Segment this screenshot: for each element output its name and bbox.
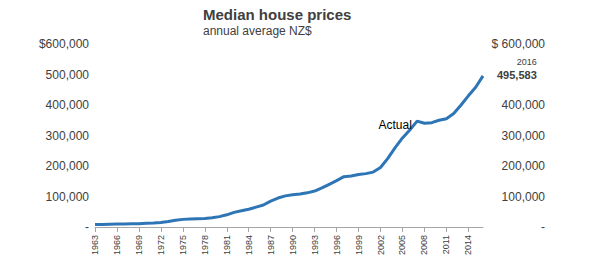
svg-text:Actual: Actual (378, 118, 411, 132)
svg-text:1972: 1972 (156, 235, 166, 255)
svg-text:300,000: 300,000 (46, 129, 90, 143)
svg-text:1987: 1987 (266, 235, 276, 255)
svg-text:1978: 1978 (200, 235, 210, 255)
svg-text:2011: 2011 (441, 235, 451, 254)
svg-text:200,000: 200,000 (46, 159, 90, 173)
svg-text:1999: 1999 (354, 235, 364, 255)
svg-text:1990: 1990 (288, 235, 298, 255)
svg-text:400,000: 400,000 (46, 98, 90, 112)
svg-text:200,000: 200,000 (502, 159, 546, 173)
svg-text:1963: 1963 (90, 235, 100, 255)
svg-text:500,000: 500,000 (46, 68, 90, 82)
svg-text:2002: 2002 (376, 235, 386, 255)
svg-text:1984: 1984 (244, 235, 254, 255)
svg-text:100,000: 100,000 (46, 190, 90, 204)
svg-text:300,000: 300,000 (502, 129, 546, 143)
svg-text:1966: 1966 (112, 235, 122, 255)
svg-text:1981: 1981 (222, 235, 232, 255)
svg-text:400,000: 400,000 (502, 98, 546, 112)
svg-text:2005: 2005 (397, 235, 407, 255)
svg-text:-: - (541, 220, 545, 234)
svg-text:annual average NZ$: annual average NZ$ (203, 24, 312, 38)
svg-text:$600,000: $600,000 (39, 37, 89, 51)
svg-text:Median house prices: Median house prices (203, 6, 351, 23)
svg-text:1996: 1996 (332, 235, 342, 255)
svg-text:100,000: 100,000 (502, 190, 546, 204)
svg-text:2016: 2016 (517, 57, 537, 67)
svg-text:-: - (85, 220, 89, 234)
svg-text:1975: 1975 (178, 235, 188, 255)
svg-text:1993: 1993 (310, 235, 320, 255)
svg-text:2008: 2008 (419, 235, 429, 255)
svg-text:495,583: 495,583 (497, 69, 537, 81)
svg-text:2014: 2014 (463, 235, 473, 255)
svg-text:$ 600,000: $ 600,000 (492, 37, 546, 51)
svg-text:1969: 1969 (134, 235, 144, 255)
